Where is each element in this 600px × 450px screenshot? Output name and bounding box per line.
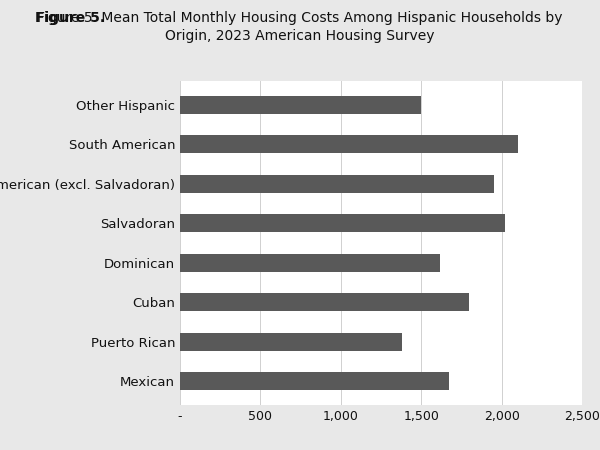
Bar (180, 254, 440, 272)
Bar (180, 96, 421, 113)
Text: Figure 5.: Figure 5. (35, 11, 106, 25)
Bar (180, 175, 494, 193)
Text: Origin, 2023 American Housing Survey: Origin, 2023 American Housing Survey (165, 29, 435, 43)
Bar (180, 333, 402, 351)
Bar (180, 214, 505, 232)
Text: Figure 5. Mean Total Monthly Housing Costs Among Hispanic Households by: Figure 5. Mean Total Monthly Housing Cos… (37, 11, 563, 25)
Bar (180, 135, 518, 153)
Bar (180, 373, 449, 390)
Bar (180, 293, 469, 311)
